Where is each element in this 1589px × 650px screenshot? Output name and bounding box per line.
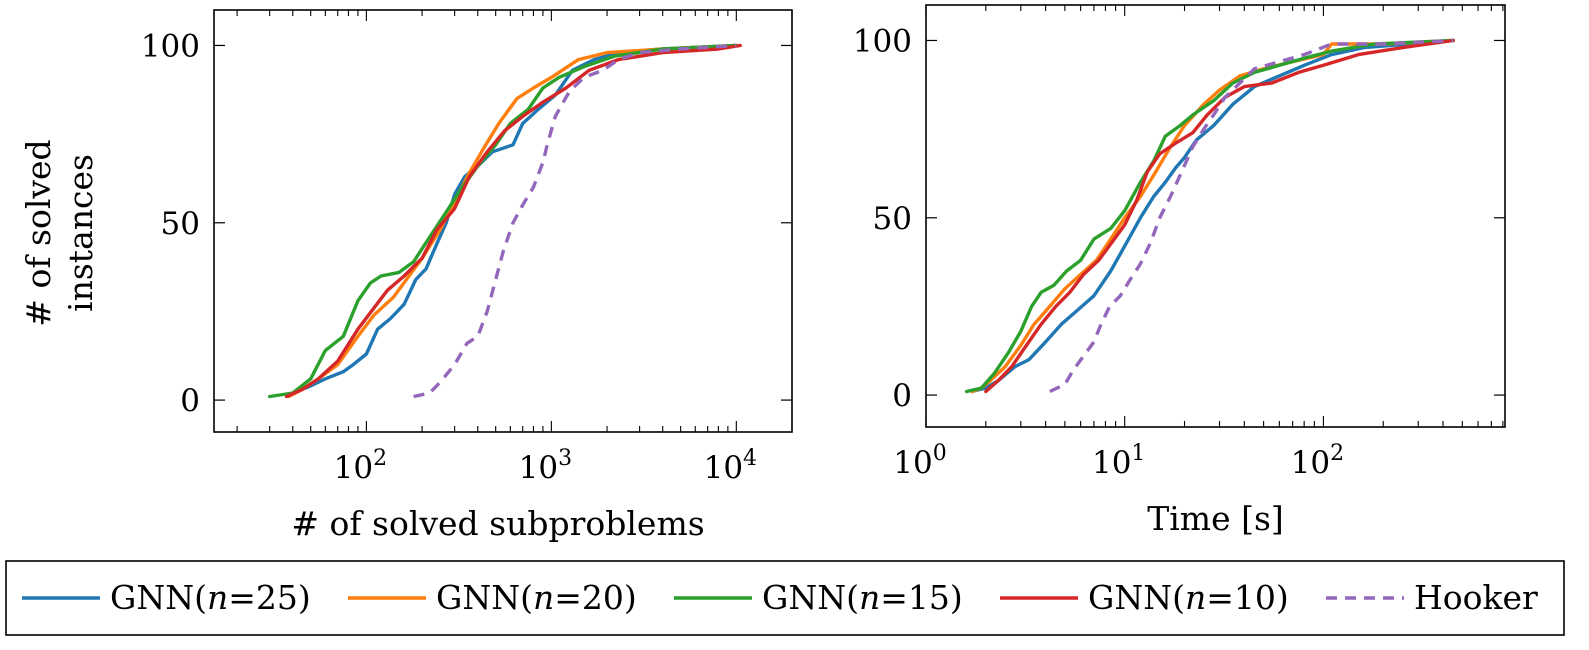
x-tick-label: 103 (519, 446, 572, 486)
y-tick-label: 50 (161, 206, 200, 242)
legend: GNN(n=25) GNN(n=20) GNN(n=15) GNN(n=10) Hook… (5, 560, 1565, 636)
x-tick-label: 100 (893, 441, 946, 481)
series-line-gnn-n-25 (970, 38, 1455, 394)
plot-frame (213, 9, 793, 433)
series-line-gnn-n-15 (268, 43, 738, 399)
legend-box (5, 560, 1565, 636)
series-line-hooker (1049, 38, 1454, 394)
y-tick-label: 100 (141, 28, 200, 64)
x-tick-label: 104 (704, 446, 757, 486)
plot-frame (925, 4, 1506, 428)
legend-label: GNN(n=10) (1088, 578, 1289, 617)
x-axis-title: Time [s] (1147, 499, 1284, 538)
x-axis-title: # of solved subproblems (291, 504, 704, 543)
legend-label: GNN(n=20) (436, 578, 637, 617)
legend-label: GNN(n=15) (762, 578, 963, 617)
series-line-gnn-n-10 (984, 38, 1455, 394)
y-axis-title: # of solvedinstances (19, 139, 100, 326)
y-tick-label: 100 (853, 23, 912, 59)
x-tick-label: 102 (1291, 441, 1344, 481)
legend-label: GNN(n=25) (110, 578, 311, 617)
x-tick-label: 101 (1092, 441, 1145, 481)
x-tick-label: 102 (334, 446, 387, 486)
y-tick-label: 0 (180, 383, 200, 419)
legend-label: Hooker (1414, 578, 1538, 617)
left-plot-subproblems: 0 50 100 102 103 104# of solved subproblems # … (19, 9, 793, 543)
series-line-gnn-n-10 (284, 43, 742, 399)
y-tick-label: 0 (892, 378, 912, 414)
y-tick-label: 50 (873, 201, 912, 237)
series-line-hooker (413, 43, 737, 399)
series-line-gnn-n-20 (970, 38, 1455, 394)
series-line-gnn-n-15 (964, 38, 1455, 394)
